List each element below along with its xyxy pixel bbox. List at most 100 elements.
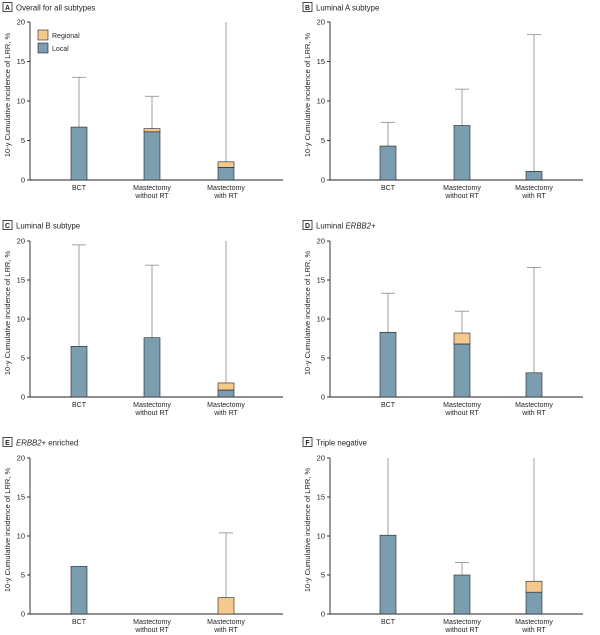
y-tick-label: 20 [317,18,325,27]
y-tick-label: 5 [321,136,325,145]
y-axis-label: 10-y Cumulative incidence of LRR, % [3,468,12,593]
y-tick-label: 0 [321,393,325,402]
y-tick-label: 5 [321,571,325,580]
legend-label-local: Local [52,46,69,53]
category-label: without RT [444,627,479,634]
panel-title: Triple negative [316,439,367,448]
panel-letter: F [305,440,310,447]
category-label: without RT [134,410,169,417]
category-label: BCT [72,185,87,192]
category-label: Mastectomy [207,402,245,409]
bar-local [453,343,471,398]
category-label: without RT [134,627,169,634]
y-tick-label: 20 [317,237,325,246]
panel-title: Luminal A subtype [316,4,379,13]
bar-local [453,574,471,615]
category-label: with RT [213,193,238,200]
y-axis-label: 10-y Cumulative incidence of LRR, % [3,33,12,158]
y-tick-label: 10 [317,315,325,324]
y-tick-label: 0 [321,176,325,185]
y-tick-label: 20 [17,18,25,27]
y-tick-label: 20 [17,237,25,246]
bar-local [525,591,543,615]
category-label: Mastectomy [207,619,245,626]
category-label: Mastectomy [443,619,481,626]
y-tick-label: 15 [17,276,25,285]
panel-b: B Luminal A subtype 10-y Cumulative incide… [302,2,583,200]
legend-swatch-regional [37,29,49,41]
bar-regional [525,580,543,593]
bar-local [379,331,397,398]
panel-letter-box [302,2,313,12]
y-tick-label: 15 [17,493,25,502]
panel-title-suffix: + enriched [42,439,79,448]
bar-regional [217,382,235,391]
panel-title-suffix: + [371,222,376,231]
bar-local [379,534,397,615]
bar-local [70,126,88,181]
panel-title: Luminal ERBB2+ [316,222,376,231]
panel-c: C Luminal B subtype 10-y Cumulative incide… [2,220,283,417]
panel-letter: E [5,440,10,447]
category-label: without RT [444,193,479,200]
panel-title-prefix: Luminal [316,222,345,231]
bar-regional [217,161,235,168]
bar-local [217,167,235,181]
category-label: with RT [521,193,546,200]
y-tick-label: 10 [317,97,325,106]
y-tick-label: 10 [17,97,25,106]
category-label: with RT [213,410,238,417]
category-label: BCT [381,185,396,192]
bar-local [453,125,471,181]
panel-title: ERBB2+ enriched [16,439,78,448]
y-tick-label: 5 [21,354,25,363]
panel-title: Luminal B subtype [16,222,80,231]
panel-letter-box [2,220,13,230]
y-tick-label: 10 [17,532,25,541]
panel-title: Overall for all subtypes [16,4,95,13]
y-tick-label: 20 [317,454,325,463]
bar-regional [453,332,471,345]
bar-local [379,145,397,181]
panel-letter: D [305,223,310,230]
y-tick-label: 5 [321,354,325,363]
category-label: Mastectomy [133,619,171,626]
category-label: Mastectomy [443,402,481,409]
panel-f: F Triple negative 10-y Cumulative incidenc… [302,437,583,634]
panel-title-gene: ERBB2 [345,222,371,231]
y-tick-label: 15 [17,57,25,66]
category-label: Mastectomy [207,185,245,192]
legend-label-regional: Regional [52,33,80,40]
panel-letter: C [5,223,10,230]
y-axis-label: 10-y Cumulative incidence of LRR, % [303,251,312,376]
panel-letter-box [302,220,313,230]
bar-local [525,171,543,181]
y-tick-label: 0 [21,610,25,619]
category-label: BCT [381,402,396,409]
bar-local [217,389,235,398]
legend-swatch-local [37,42,49,54]
y-tick-label: 0 [321,610,325,619]
panel-letter-box [2,2,13,12]
category-label: Mastectomy [133,402,171,409]
bar-local [143,337,161,398]
y-axis-label: 10-y Cumulative incidence of LRR, % [303,468,312,593]
y-axis-label: 10-y Cumulative incidence of LRR, % [303,33,312,158]
category-label: Mastectomy [443,185,481,192]
y-axis-label: 10-y Cumulative incidence of LRR, % [3,251,12,376]
category-label: Mastectomy [515,185,553,192]
y-tick-label: 5 [21,136,25,145]
y-tick-label: 0 [21,393,25,402]
panel-a: A Overall for all subtypes 10-y Cumulative… [2,2,283,200]
category-label: Mastectomy [515,619,553,626]
category-label: BCT [72,619,87,626]
bar-local [70,345,88,398]
y-tick-label: 15 [317,493,325,502]
y-tick-label: 10 [17,315,25,324]
y-tick-label: 0 [21,176,25,185]
y-tick-label: 5 [21,571,25,580]
y-tick-label: 10 [317,532,325,541]
category-label: without RT [134,193,169,200]
category-label: Mastectomy [515,402,553,409]
